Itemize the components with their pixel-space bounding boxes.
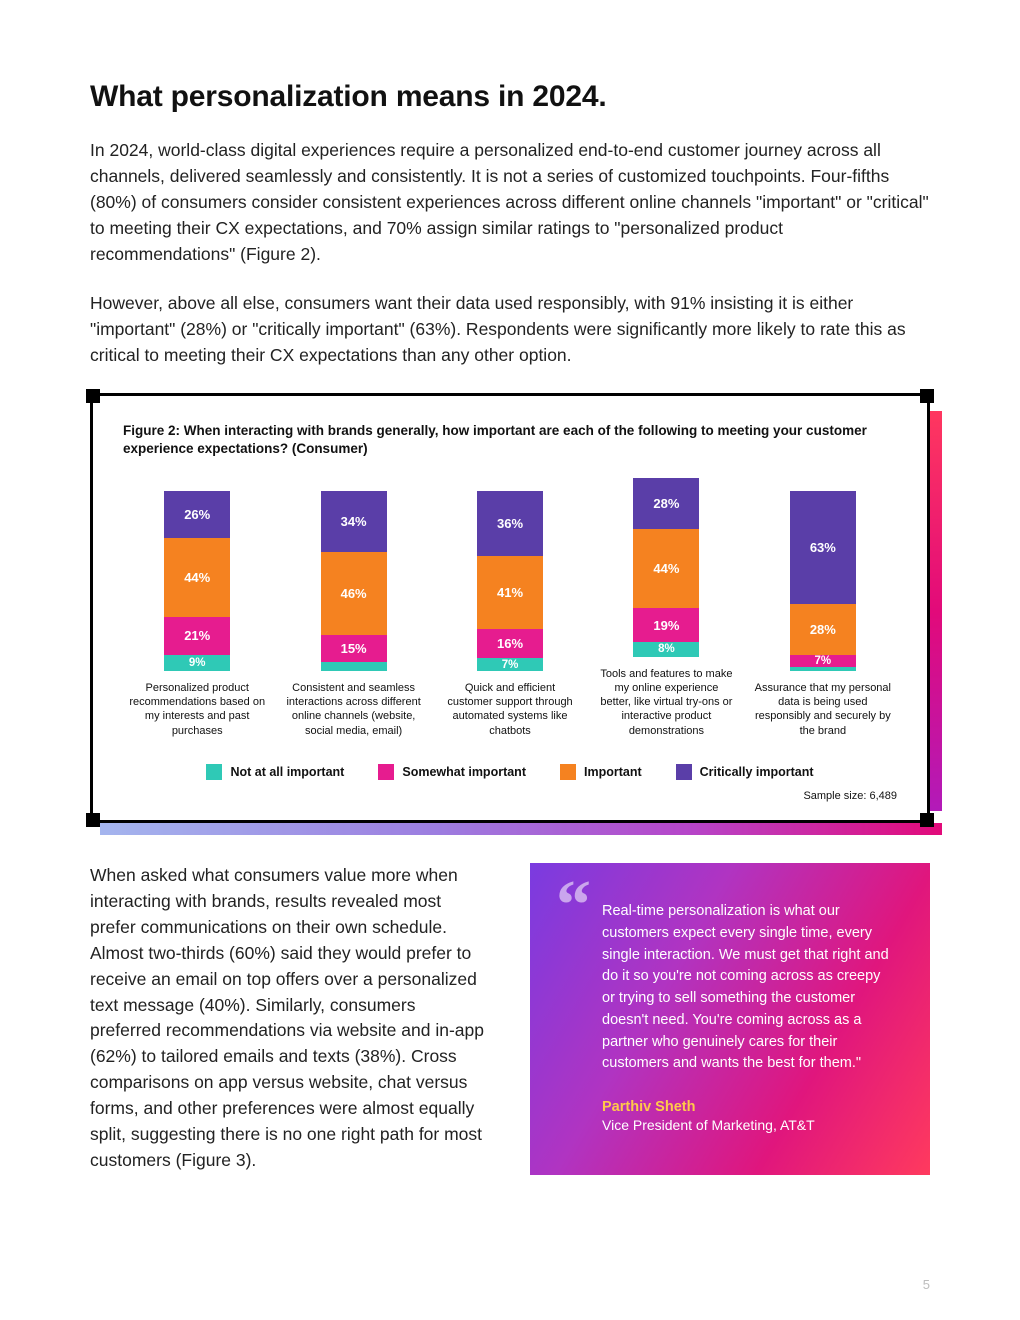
bar-segment: 63% [790,491,856,604]
bar-segment: 34% [321,491,387,552]
stacked-bar: 7%28%63% [790,491,856,671]
bar-label: Quick and efficient customer support thr… [442,681,578,738]
bars-row: 9%21%44%26%Personalized product recommen… [123,477,897,738]
bar-segment: 28% [790,604,856,654]
bar-segment: 41% [477,556,543,630]
accent-bottom [100,823,942,835]
sample-size: Sample size: 6,489 [123,790,897,802]
pull-quote: “ Real-time personalization is what our … [530,863,930,1175]
bar-column: 8%19%44%28% Tools and features to make my… [598,477,734,738]
intro-para-1: In 2024, world-class digital experiences… [90,138,930,267]
corner-icon [86,389,100,403]
bar-segment: 44% [164,538,230,617]
legend-item: Critically important [676,764,814,780]
bar-label: Consistent and seamless interactions acr… [285,681,421,738]
bar-segment: 46% [321,552,387,635]
bar-segment: 8% [633,642,699,656]
legend-label: Not at all important [230,765,344,779]
page-title: What personalization means in 2024. [90,80,930,114]
bar-segment: 26% [164,491,230,538]
bar-segment: 9% [164,655,230,671]
figure-2: Figure 2: When interacting with brands g… [90,393,930,823]
legend-swatch [676,764,692,780]
bar-column: 15%46%34% Consistent and seamless interac… [285,491,421,738]
corner-icon [920,389,934,403]
legend-label: Important [584,765,642,779]
legend-label: Somewhat important [402,765,526,779]
bar-segment: 19% [633,608,699,642]
stacked-bar: 8%19%44%28% [633,477,699,657]
bar-segment: 16% [477,629,543,658]
bar-segment: 44% [633,529,699,608]
legend-swatch [206,764,222,780]
accent-right [930,411,942,811]
quote-text: Real-time personalization is what our cu… [602,901,890,1075]
bar-segment: 28% [633,478,699,528]
page: What personalization means in 2024. In 2… [0,0,1020,1320]
body-column: When asked what consumers value more whe… [90,863,490,1174]
two-column-section: When asked what consumers value more whe… [90,863,930,1175]
stacked-bar: 7%16%41%36% [477,491,543,671]
bar-column: 7%28%63% Assurance that my personal data … [755,491,891,738]
quote-attribution-name: Parthiv Sheth [602,1099,890,1115]
legend-swatch [378,764,394,780]
stacked-bar: 15%46%34% [321,491,387,671]
legend-item: Somewhat important [378,764,526,780]
legend-item: Important [560,764,642,780]
quote-mark-icon: “ [556,885,591,927]
bar-label: Assurance that my personal data is being… [755,681,891,738]
quote-attribution-role: Vice President of Marketing, AT&T [602,1117,890,1133]
bar-segment: 7% [477,658,543,671]
bar-segment: 21% [164,617,230,655]
bar-segment [321,662,387,671]
bar-label: Personalized product recommendations bas… [129,681,265,738]
legend-swatch [560,764,576,780]
figure-title: Figure 2: When interacting with brands g… [123,422,883,458]
bar-segment [790,667,856,671]
body-para-3: When asked what consumers value more whe… [90,863,490,1174]
corner-icon [86,813,100,827]
stacked-bar: 9%21%44%26% [164,491,230,671]
figure-frame: Figure 2: When interacting with brands g… [90,393,930,823]
bar-column: 9%21%44%26% Personalized product recommen… [129,491,265,738]
legend: Not at all important Somewhat important Im… [123,764,897,780]
bar-segment: 15% [321,635,387,662]
bar-label: Tools and features to make my online exp… [598,667,734,738]
legend-label: Critically important [700,765,814,779]
bar-segment: 36% [477,491,543,556]
bar-segment: 7% [790,655,856,668]
corner-icon [920,813,934,827]
page-number: 5 [923,1277,930,1292]
intro-para-2: However, above all else, consumers want … [90,291,930,369]
bar-column: 7%16%41%36% Quick and efficient customer … [442,491,578,738]
legend-item: Not at all important [206,764,344,780]
